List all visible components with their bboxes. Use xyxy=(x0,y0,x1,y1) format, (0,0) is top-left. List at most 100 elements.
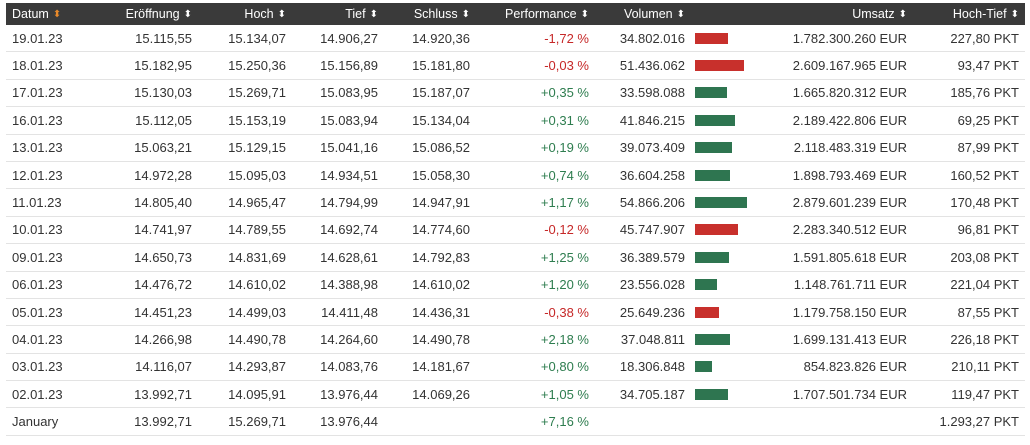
table-header: Datum ⬍ Eröffnung ⬍ Hoch ⬍ Tief ⬍ Schluss ⬍ P… xyxy=(6,3,1025,25)
cell-datum: 06.01.23 xyxy=(12,277,63,293)
cell-hoch: 14.831,69 xyxy=(228,249,286,265)
cell-umsatz: 2.879.601.239 EUR xyxy=(792,195,907,211)
cell-hoch: 15.269,71 xyxy=(228,85,286,101)
table-row: 17.01.23 15.130,03 15.269,71 15.083,95 15.18… xyxy=(6,80,1025,108)
cell-volumen: 37.048.811 xyxy=(620,331,685,347)
sort-icon[interactable]: ⬍ xyxy=(277,9,286,20)
cell-eroeffnung: 14.972,28 xyxy=(134,167,192,183)
cell-volume-bar xyxy=(691,306,757,318)
cell-schluss: 15.134,04 xyxy=(412,112,470,128)
cell-volumen: 39.073.409 xyxy=(619,140,685,156)
cell-volume-bar xyxy=(691,32,757,44)
cell-tief: 13.976,44 xyxy=(320,386,378,402)
sort-icon[interactable]: ⬍ xyxy=(369,9,378,20)
cell-volumen: 45.747.907 xyxy=(619,222,685,238)
table-row: 05.01.23 14.451,23 14.499,03 14.411,48 14.43… xyxy=(6,299,1025,327)
cell-volumen: 18.306.848 xyxy=(619,359,685,375)
cell-performance: +0,19 % xyxy=(540,140,589,156)
cell-hochtief: 185,76 PKT xyxy=(950,85,1019,101)
cell-volumen: 23.556.028 xyxy=(619,277,685,293)
sort-icon[interactable]: ⬍ xyxy=(676,9,685,20)
cell-datum: 18.01.23 xyxy=(12,58,63,74)
cell-volume-bar xyxy=(691,279,757,291)
cell-performance: -0,03 % xyxy=(544,58,589,74)
cell-hochtief: 226,18 PKT xyxy=(950,331,1019,347)
cell-performance: +0,31 % xyxy=(540,112,589,128)
cell-schluss: 15.187,07 xyxy=(412,85,470,101)
cell-tief: 13.976,44 xyxy=(320,414,378,430)
cell-schluss: 15.181,80 xyxy=(412,58,470,74)
volume-bar xyxy=(695,142,732,154)
cell-datum: 11.01.23 xyxy=(12,195,62,211)
cell-volumen: 54.866.206 xyxy=(619,195,685,211)
cell-hochtief: 210,11 PKT xyxy=(951,359,1019,375)
price-history-table: Datum ⬍ Eröffnung ⬍ Hoch ⬍ Tief ⬍ Schluss ⬍ P… xyxy=(6,3,1025,436)
cell-umsatz: 1.782.300.260 EUR xyxy=(792,30,907,46)
column-header-volumen[interactable]: Volumen ⬍ xyxy=(595,7,691,21)
column-header-datum[interactable]: Datum ⬍ xyxy=(6,7,102,21)
cell-eroeffnung: 14.266,98 xyxy=(134,331,192,347)
column-header-hochtief[interactable]: Hoch-Tief ⬍ xyxy=(913,7,1025,21)
cell-hoch: 15.129,15 xyxy=(228,140,286,156)
column-header-schluss[interactable]: Schluss ⬍ xyxy=(384,7,476,21)
sort-icon[interactable]: ⬍ xyxy=(580,9,589,20)
cell-datum: 13.01.23 xyxy=(12,140,63,156)
cell-hoch: 14.490,78 xyxy=(228,331,286,347)
table-row: 09.01.23 14.650,73 14.831,69 14.628,61 14.79… xyxy=(6,244,1025,272)
cell-tief: 14.264,60 xyxy=(320,331,378,347)
volume-bar xyxy=(695,224,738,236)
cell-schluss: 15.086,52 xyxy=(412,140,470,156)
sort-icon[interactable]: ⬍ xyxy=(1010,9,1019,20)
cell-eroeffnung: 15.063,21 xyxy=(134,140,192,156)
cell-eroeffnung: 14.476,72 xyxy=(134,277,192,293)
cell-eroeffnung: 14.116,07 xyxy=(135,359,192,375)
cell-umsatz: 1.699.131.413 EUR xyxy=(792,331,907,347)
cell-volume-bar xyxy=(691,197,757,209)
volume-bar xyxy=(695,251,729,263)
cell-hochtief: 69,25 PKT xyxy=(957,112,1019,128)
volume-bar xyxy=(695,333,730,345)
sort-icon[interactable]: ⬍ xyxy=(461,9,470,20)
cell-volumen: 34.802.016 xyxy=(619,30,685,46)
cell-hoch: 14.789,55 xyxy=(228,222,286,238)
volume-bar xyxy=(695,60,744,72)
cell-volume-bar xyxy=(691,114,757,126)
column-label: Hoch-Tief xyxy=(952,7,1007,21)
table-row: 13.01.23 15.063,21 15.129,15 15.041,16 15.08… xyxy=(6,135,1025,162)
cell-hochtief: 221,04 PKT xyxy=(950,277,1019,293)
column-header-performance[interactable]: Performance ⬍ xyxy=(476,7,595,21)
column-header-umsatz[interactable]: Umsatz ⬍ xyxy=(757,7,913,21)
cell-schluss: 14.774,60 xyxy=(412,222,470,238)
table-row: 02.01.23 13.992,71 14.095,91 13.976,44 14.06… xyxy=(6,381,1025,409)
cell-umsatz: 1.179.758.150 EUR xyxy=(792,304,907,320)
column-header-hoch[interactable]: Hoch ⬍ xyxy=(198,7,292,21)
column-header-eroeffnung[interactable]: Eröffnung ⬍ xyxy=(102,7,198,21)
cell-hoch: 15.095,03 xyxy=(228,167,286,183)
cell-umsatz: 2.609.167.965 EUR xyxy=(792,58,907,74)
cell-datum: January xyxy=(12,414,59,430)
cell-hoch: 14.499,03 xyxy=(228,304,286,320)
volume-bar xyxy=(695,388,728,400)
cell-datum: 10.01.23 xyxy=(12,222,63,238)
volume-bar xyxy=(695,114,735,126)
column-header-tief[interactable]: Tief ⬍ xyxy=(292,7,384,21)
cell-volume-bar xyxy=(691,60,757,72)
sort-icon[interactable]: ⬍ xyxy=(183,9,192,20)
cell-schluss: 14.181,67 xyxy=(412,359,470,375)
cell-tief: 14.794,99 xyxy=(320,195,378,211)
table-row: 12.01.23 14.972,28 15.095,03 14.934,51 15.05… xyxy=(6,162,1025,190)
cell-volume-bar xyxy=(691,142,757,154)
summary-row: January 13.992,71 15.269,71 13.976,44 +7,16 … xyxy=(6,408,1025,436)
cell-hoch: 14.095,91 xyxy=(228,386,286,402)
cell-performance: +1,20 % xyxy=(540,277,589,293)
sort-icon[interactable]: ⬍ xyxy=(898,9,907,20)
sort-active-icon[interactable]: ⬍ xyxy=(52,9,62,20)
cell-performance: +7,16 % xyxy=(540,414,589,430)
column-label: Performance xyxy=(505,7,577,21)
cell-volume-bar xyxy=(691,251,757,263)
cell-performance: +0,35 % xyxy=(540,85,589,101)
cell-eroeffnung: 14.805,40 xyxy=(134,195,192,211)
cell-volume-bar xyxy=(691,87,757,99)
cell-datum: 17.01.23 xyxy=(12,85,63,101)
cell-umsatz: 2.189.422.806 EUR xyxy=(792,112,907,128)
